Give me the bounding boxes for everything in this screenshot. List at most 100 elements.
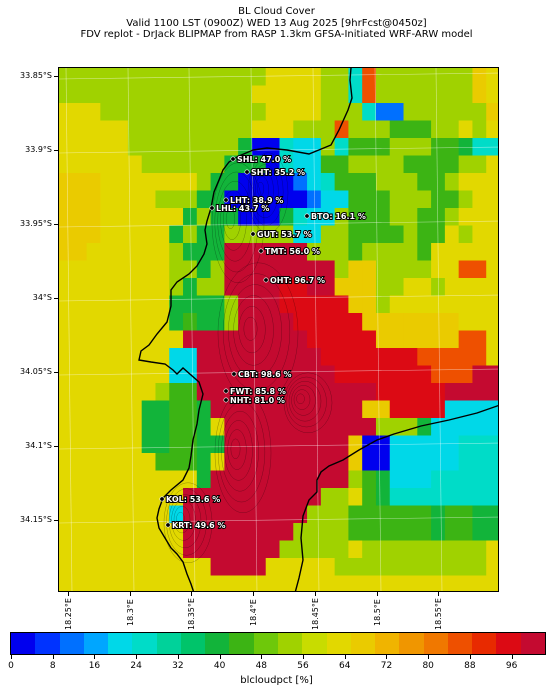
grid-cell xyxy=(375,365,391,384)
grid-cell xyxy=(155,155,170,174)
grid-cell xyxy=(375,505,391,524)
grid-cell xyxy=(307,330,322,349)
terrain-contour xyxy=(291,385,316,416)
grid-cell xyxy=(86,103,101,122)
grid-cell xyxy=(265,540,281,559)
station-marker-fwt[interactable] xyxy=(223,388,229,394)
colorbar-tick xyxy=(136,655,138,659)
grid-cell xyxy=(210,313,225,332)
cloud-cover-map[interactable]: SHL: 47.0 % SHT: 35.2 % LHT: 38.9 % LHL: 43… xyxy=(58,67,499,592)
station-marker-sht[interactable] xyxy=(244,169,250,175)
grid-cell xyxy=(444,330,460,349)
grid-cell xyxy=(72,400,88,419)
grid-cell xyxy=(472,383,487,402)
grid-cell xyxy=(417,243,432,262)
station-marker-krt[interactable] xyxy=(165,522,171,528)
grid-cell xyxy=(169,400,184,419)
grid-cell xyxy=(265,435,281,454)
grid-cell xyxy=(251,383,267,402)
grid-cell xyxy=(169,418,184,437)
grid-cell xyxy=(417,418,432,437)
grid-cell xyxy=(458,173,474,192)
station-marker-nht[interactable] xyxy=(223,397,229,403)
grid-cell xyxy=(403,208,418,227)
grid-cell xyxy=(375,68,391,87)
grid-cell xyxy=(458,68,474,87)
terrain-contour xyxy=(166,488,207,556)
grid-cell xyxy=(334,558,350,577)
colorbar-tick-label: 24 xyxy=(130,661,142,671)
grid-cell xyxy=(183,85,198,104)
station-marker-lht[interactable] xyxy=(223,197,229,203)
station-marker-shl[interactable] xyxy=(230,156,236,162)
grid-cell xyxy=(141,523,157,542)
grid-cell xyxy=(114,400,129,419)
grid-cell xyxy=(224,190,239,209)
station-marker-kol[interactable] xyxy=(159,496,165,502)
grid-cell xyxy=(348,558,363,577)
grid-cell xyxy=(348,400,363,419)
grid-cell xyxy=(183,418,198,437)
grid-cell xyxy=(348,505,363,524)
grid-cell xyxy=(100,348,115,367)
y-label-34-05: 34.05°S xyxy=(20,367,52,376)
grid-cell xyxy=(183,278,198,297)
grid-cell xyxy=(238,575,253,591)
grid-cell xyxy=(472,120,487,139)
grid-cell xyxy=(486,120,498,139)
grid-cell xyxy=(334,138,350,157)
grid-cell xyxy=(59,208,74,227)
colorbar-label: blcloudpct [%] xyxy=(240,675,313,686)
grid-cell xyxy=(417,488,432,507)
x-tick xyxy=(191,592,192,596)
station-label-nht: NHT: 81.0 % xyxy=(230,396,285,405)
grid-cell xyxy=(348,313,363,332)
grid-cell xyxy=(348,418,363,437)
grid-cell xyxy=(196,225,212,244)
grid-cell xyxy=(238,383,253,402)
station-marker-bto[interactable] xyxy=(304,213,310,219)
colorbar xyxy=(10,632,546,655)
grid-cell xyxy=(431,85,446,104)
grid-cell xyxy=(307,295,322,314)
grid-cell xyxy=(72,418,88,437)
grid-cell xyxy=(114,488,129,507)
grid-cell xyxy=(458,540,474,559)
colorbar-swatch xyxy=(375,633,401,654)
grid-cell xyxy=(224,260,239,279)
grid-cell xyxy=(431,435,446,454)
grid-cell xyxy=(155,400,170,419)
grid-cell xyxy=(431,313,446,332)
grid-cell xyxy=(334,120,350,139)
terrain-contour xyxy=(217,262,299,404)
grid-cell xyxy=(114,418,129,437)
grid-cell xyxy=(86,295,101,314)
grid-cell xyxy=(224,330,239,349)
grid-cell xyxy=(183,208,198,227)
terrain-contour xyxy=(211,162,265,284)
grid-cell xyxy=(403,260,418,279)
colorbar-tick xyxy=(219,655,221,659)
grid-cell xyxy=(417,120,432,139)
grid-cell xyxy=(72,330,88,349)
grid-cell xyxy=(59,313,74,332)
station-marker-lhl[interactable] xyxy=(209,205,215,211)
grid-cell xyxy=(127,155,143,174)
grid-cell xyxy=(72,348,88,367)
grid-cell xyxy=(362,470,377,489)
station-marker-cbt[interactable] xyxy=(231,371,237,377)
station-marker-tmt[interactable] xyxy=(258,248,264,254)
terrain-contour xyxy=(220,190,247,251)
grid-cell xyxy=(141,208,157,227)
station-marker-oht[interactable] xyxy=(263,277,269,283)
grid-cell xyxy=(320,103,336,122)
grid-cell xyxy=(431,558,446,577)
grid-cell xyxy=(403,575,418,591)
grid-cell xyxy=(486,85,498,104)
grid-cell xyxy=(362,383,377,402)
grid-cell xyxy=(224,505,239,524)
station-marker-gut[interactable] xyxy=(250,231,256,237)
grid-cell xyxy=(141,260,157,279)
grid-cell xyxy=(169,208,184,227)
station-label-sht: SHT: 35.2 % xyxy=(251,168,305,177)
